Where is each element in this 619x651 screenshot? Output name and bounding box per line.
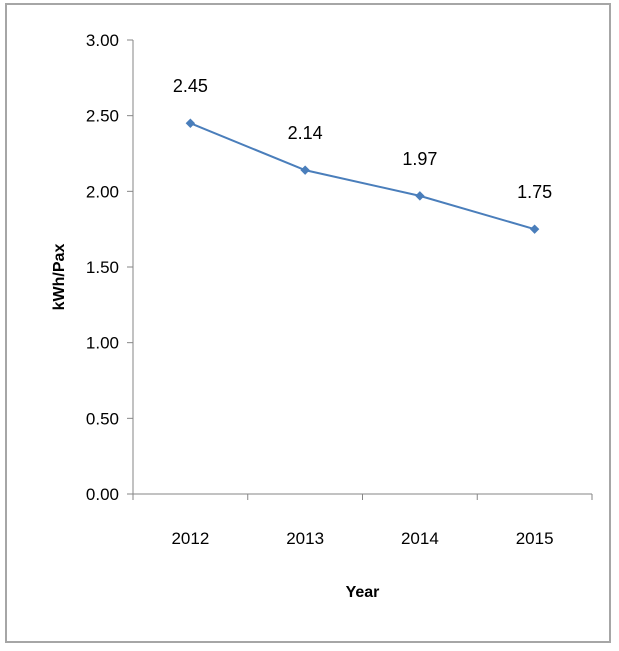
data-point (415, 191, 425, 201)
x-tick-label: 2015 (516, 529, 554, 548)
y-tick-label: 0.00 (86, 485, 119, 504)
y-tick-label: 1.50 (86, 258, 119, 277)
chart-frame (5, 3, 611, 643)
data-label: 1.75 (517, 182, 552, 202)
y-tick-label: 0.50 (86, 409, 119, 428)
data-point (300, 165, 310, 175)
x-axis-title: Year (346, 584, 380, 601)
y-tick-label: 2.00 (86, 182, 119, 201)
x-tick-label: 2013 (286, 529, 324, 548)
series-line (189, 122, 535, 231)
axes (127, 39, 593, 500)
y-tick-label: 2.50 (86, 107, 119, 126)
data-label: 2.14 (288, 123, 323, 143)
x-tick-label: 2012 (171, 529, 209, 548)
y-axis-title: kWh/Pax (51, 244, 68, 311)
tick-labels: 0.00 0.50 1.00 1.50 2.00 2.50 3.00 2012 2013 2014… (86, 31, 554, 548)
y-tick-label: 3.00 (86, 31, 119, 50)
y-tick-label: 1.00 (86, 334, 119, 353)
series-group: 2.45 2.14 1.97 1.75 (173, 76, 552, 234)
x-tick-label: 2014 (401, 529, 439, 548)
data-label: 1.97 (402, 149, 437, 169)
data-point (185, 118, 196, 128)
data-point (529, 224, 540, 234)
data-label: 2.45 (173, 76, 208, 96)
